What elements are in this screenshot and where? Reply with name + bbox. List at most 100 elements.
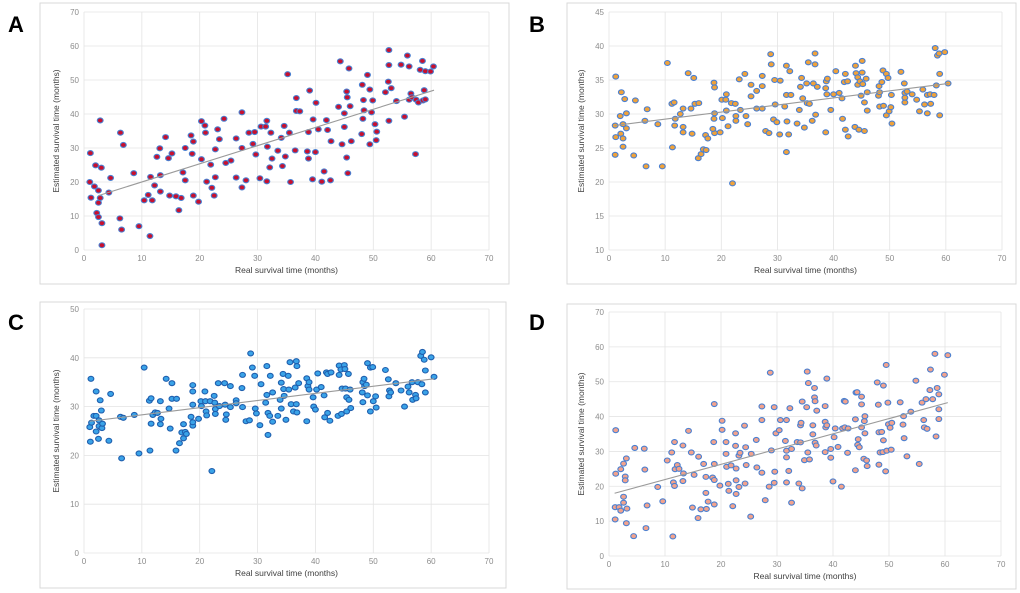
- data-point: [899, 421, 907, 428]
- data-point: [87, 194, 95, 201]
- x-axis-label: Real survival time (months): [235, 265, 338, 275]
- data-point: [86, 178, 94, 186]
- data-point: [279, 162, 286, 170]
- data-point: [317, 384, 325, 391]
- panel-label: B: [529, 12, 545, 37]
- data-point: [118, 226, 126, 233]
- data-point: [420, 356, 428, 363]
- data-point: [803, 80, 811, 87]
- data-point: [616, 112, 624, 120]
- y-tick-label: 0: [75, 549, 80, 558]
- data-point: [654, 483, 662, 491]
- x-tick-label: 10: [137, 557, 146, 566]
- data-point: [732, 117, 740, 124]
- data-point: [195, 415, 203, 422]
- data-point: [203, 412, 211, 419]
- data-point: [887, 91, 895, 99]
- data-point: [900, 435, 908, 442]
- data-point: [340, 110, 348, 117]
- data-point: [812, 111, 820, 118]
- data-point: [766, 369, 774, 376]
- data-point: [306, 87, 314, 94]
- y-tick-label: 10: [595, 517, 604, 526]
- data-point: [324, 126, 332, 134]
- x-tick-label: 60: [941, 254, 950, 263]
- data-point: [208, 184, 216, 191]
- data-point: [364, 392, 371, 399]
- data-point: [359, 115, 367, 122]
- data-point: [327, 369, 335, 376]
- data-point: [156, 188, 164, 195]
- y-axis-label: Estimated survival time (months): [51, 69, 61, 192]
- data-point: [854, 436, 862, 443]
- data-point: [168, 380, 176, 387]
- y-tick-label: 0: [600, 552, 605, 561]
- data-point: [305, 386, 313, 393]
- data-point: [631, 97, 639, 104]
- data-point: [722, 107, 730, 114]
- data-point: [804, 449, 812, 456]
- data-point: [900, 80, 908, 87]
- data-point: [926, 366, 934, 373]
- data-point: [421, 389, 429, 396]
- data-point: [232, 174, 240, 181]
- data-point: [929, 396, 937, 403]
- data-point: [742, 444, 750, 451]
- data-point: [844, 78, 852, 85]
- data-point: [863, 457, 871, 464]
- data-point: [858, 393, 866, 400]
- data-point: [187, 132, 195, 139]
- x-tick-label: 20: [195, 557, 204, 566]
- data-point: [238, 109, 246, 116]
- data-point: [98, 242, 106, 249]
- y-axis-label: Estimated survival time (months): [576, 372, 586, 495]
- data-point: [284, 71, 292, 78]
- data-point: [786, 405, 794, 412]
- x-tick-label: 40: [829, 560, 838, 569]
- data-point: [343, 88, 351, 95]
- data-point: [220, 115, 228, 122]
- data-point: [156, 421, 164, 428]
- data-point: [923, 425, 931, 432]
- data-point: [364, 71, 371, 78]
- data-point: [903, 453, 911, 460]
- data-point: [157, 415, 165, 422]
- x-tick-label: 40: [311, 557, 320, 566]
- data-point: [617, 507, 625, 514]
- data-point: [863, 463, 871, 470]
- data-point: [797, 419, 805, 426]
- data-point: [878, 428, 886, 435]
- data-point: [747, 93, 755, 100]
- data-point: [405, 63, 413, 70]
- data-point: [404, 383, 412, 390]
- data-point: [198, 118, 205, 125]
- data-point: [886, 424, 894, 431]
- data-point: [95, 187, 102, 194]
- data-point: [211, 146, 219, 153]
- data-point: [179, 169, 187, 176]
- x-axis-label: Real survival time (months): [754, 571, 857, 581]
- data-point: [758, 72, 766, 79]
- data-point: [87, 375, 95, 382]
- y-tick-label: 45: [595, 8, 604, 17]
- data-point: [811, 50, 819, 57]
- data-point: [256, 175, 264, 182]
- data-point: [385, 61, 393, 69]
- data-point: [181, 144, 189, 152]
- data-point: [156, 398, 164, 405]
- data-point: [327, 138, 335, 145]
- data-point: [694, 514, 702, 522]
- data-point: [360, 97, 367, 104]
- data-point: [630, 152, 638, 159]
- trendline: [614, 402, 948, 494]
- data-point: [753, 105, 761, 112]
- data-point: [211, 174, 219, 181]
- data-point: [832, 68, 840, 75]
- data-point: [927, 100, 935, 107]
- data-point: [347, 138, 355, 145]
- data-point: [700, 460, 708, 468]
- data-point: [729, 180, 736, 187]
- data-point: [788, 445, 796, 453]
- data-point: [795, 480, 803, 487]
- data-point: [878, 78, 886, 86]
